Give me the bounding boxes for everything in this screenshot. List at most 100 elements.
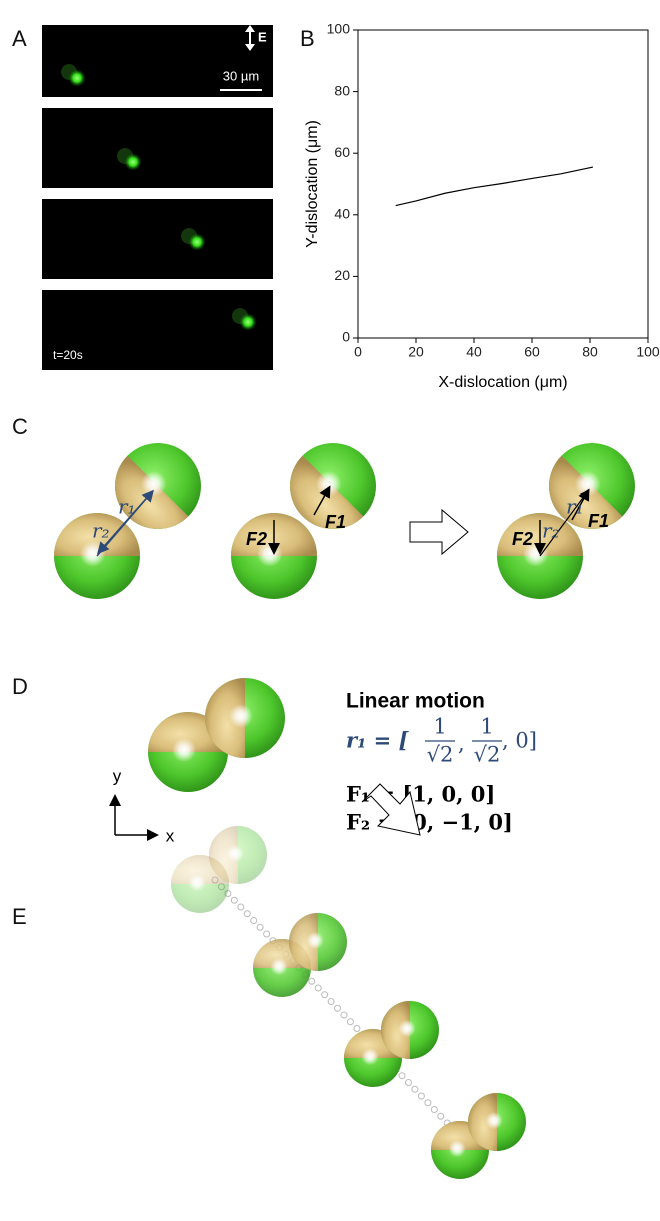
eq-sep: ,: [458, 732, 465, 756]
janus-particle: [468, 1093, 526, 1151]
label-f2: F2: [512, 529, 533, 549]
trail-dot: [411, 1085, 419, 1093]
particle: [188, 233, 206, 251]
eq-r1-lhs: r₁ = [: [346, 728, 409, 753]
trail-dot: [405, 1079, 412, 1086]
highlight: [361, 1047, 379, 1066]
eq-f1: F₁ = [1, 0, 0]: [346, 782, 495, 807]
y-tick-label: 40: [334, 206, 350, 222]
panel-label: E: [12, 904, 27, 929]
janus-particle: [231, 513, 317, 599]
content: A B C D E E 30 µm t=20s 0 20 40 60 80 100 0 20 40 60 80 100…: [12, 21, 660, 1179]
time-label: t=20s: [53, 348, 83, 362]
highlight: [188, 873, 206, 892]
trajectory-line: [395, 166, 594, 207]
x-tick-label: 40: [466, 344, 482, 360]
highlight: [226, 844, 244, 863]
sphere-cap: [205, 678, 245, 758]
sphere-cap: [289, 913, 318, 971]
panel-label: D: [12, 674, 28, 699]
highlight: [79, 540, 106, 567]
particle: [239, 313, 257, 331]
trail-dot: [340, 1011, 348, 1019]
trail-dot: [250, 917, 258, 924]
trail-dot: [430, 1106, 438, 1113]
janus-particle: [289, 913, 347, 971]
x-tick-label: 80: [582, 344, 598, 360]
trail-dot: [308, 977, 316, 985]
trail-dot: [243, 910, 251, 918]
frac-num: 1: [433, 715, 446, 739]
highlight: [229, 704, 253, 728]
trail-dot: [256, 923, 264, 931]
plot-frame: [357, 29, 649, 339]
x-tick-label: 0: [354, 344, 362, 360]
y-axis-label: Y-dislocation (μm): [304, 120, 321, 248]
force-f1: [313, 485, 331, 516]
trail-dot: [424, 1099, 432, 1107]
field-arrow-head: [245, 25, 255, 51]
y-tick-label: 0: [342, 329, 350, 345]
scale-bar-label: 30 µm: [223, 68, 259, 83]
trail-dot: [263, 930, 271, 938]
highlight: [270, 957, 288, 976]
label-f1: F1: [588, 511, 609, 531]
trail-dot: [437, 1112, 445, 1120]
y-tick-label: 100: [327, 21, 351, 37]
janus-particle: [205, 678, 285, 758]
sphere-cap: [209, 826, 238, 884]
eq-r1-tail: , 0]: [502, 729, 537, 753]
particle: [68, 69, 86, 87]
y-tick-label: 20: [334, 267, 350, 283]
label-r1: r₁: [118, 495, 136, 519]
process-arrow: [409, 508, 469, 556]
x-axis-label: X-dislocation (μm): [438, 374, 567, 391]
micrograph: [42, 199, 273, 279]
trail-dot: [334, 1004, 342, 1012]
trail-dot: [237, 903, 245, 911]
frac-den: √2: [427, 743, 454, 767]
panel-label: C: [12, 414, 28, 439]
sphere-cap: [468, 1093, 497, 1151]
trail-dot: [346, 1018, 354, 1026]
sphere-cap: [381, 1001, 410, 1059]
axis-y-label: y: [113, 766, 122, 785]
trail-dot: [353, 1025, 361, 1032]
vector-r2: [97, 491, 153, 555]
micrograph: [42, 290, 273, 370]
trail-dot: [327, 998, 335, 1005]
sphere-cap: [54, 513, 140, 556]
highlight: [306, 931, 324, 950]
x-tick-label: 20: [408, 344, 424, 360]
field-label: E: [258, 29, 267, 44]
highlight: [315, 470, 342, 497]
trail-dot: [417, 1092, 425, 1100]
y-tick-label: 60: [334, 144, 350, 160]
trail-dot: [398, 1072, 406, 1080]
highlight: [140, 470, 167, 497]
janus-particle: [209, 826, 267, 884]
frac-den: √2: [474, 743, 501, 767]
force-f1-c3: [571, 488, 590, 521]
motion-arrow: [361, 783, 421, 836]
eq-title: Linear motion: [346, 690, 485, 713]
axis-x-label: x: [166, 826, 175, 845]
trail-dot: [321, 991, 329, 999]
highlight: [172, 738, 196, 762]
highlight: [448, 1139, 466, 1158]
label-r2: r₂: [542, 519, 560, 543]
panel-label: A: [12, 26, 27, 51]
highlight: [398, 1019, 416, 1038]
frac-num: 1: [480, 715, 493, 739]
y-tick-label: 80: [334, 82, 350, 98]
panel-label: B: [300, 26, 315, 51]
x-tick-label: 100: [636, 344, 660, 360]
label-r1: r₁: [566, 495, 584, 519]
highlight: [485, 1111, 503, 1130]
micrograph: [42, 108, 273, 188]
vector-r1-c3: [539, 489, 590, 557]
trail-dot: [230, 896, 238, 904]
eq-f2: F₂ = [0, −1, 0]: [346, 810, 513, 835]
label-f2: F2: [246, 529, 267, 549]
